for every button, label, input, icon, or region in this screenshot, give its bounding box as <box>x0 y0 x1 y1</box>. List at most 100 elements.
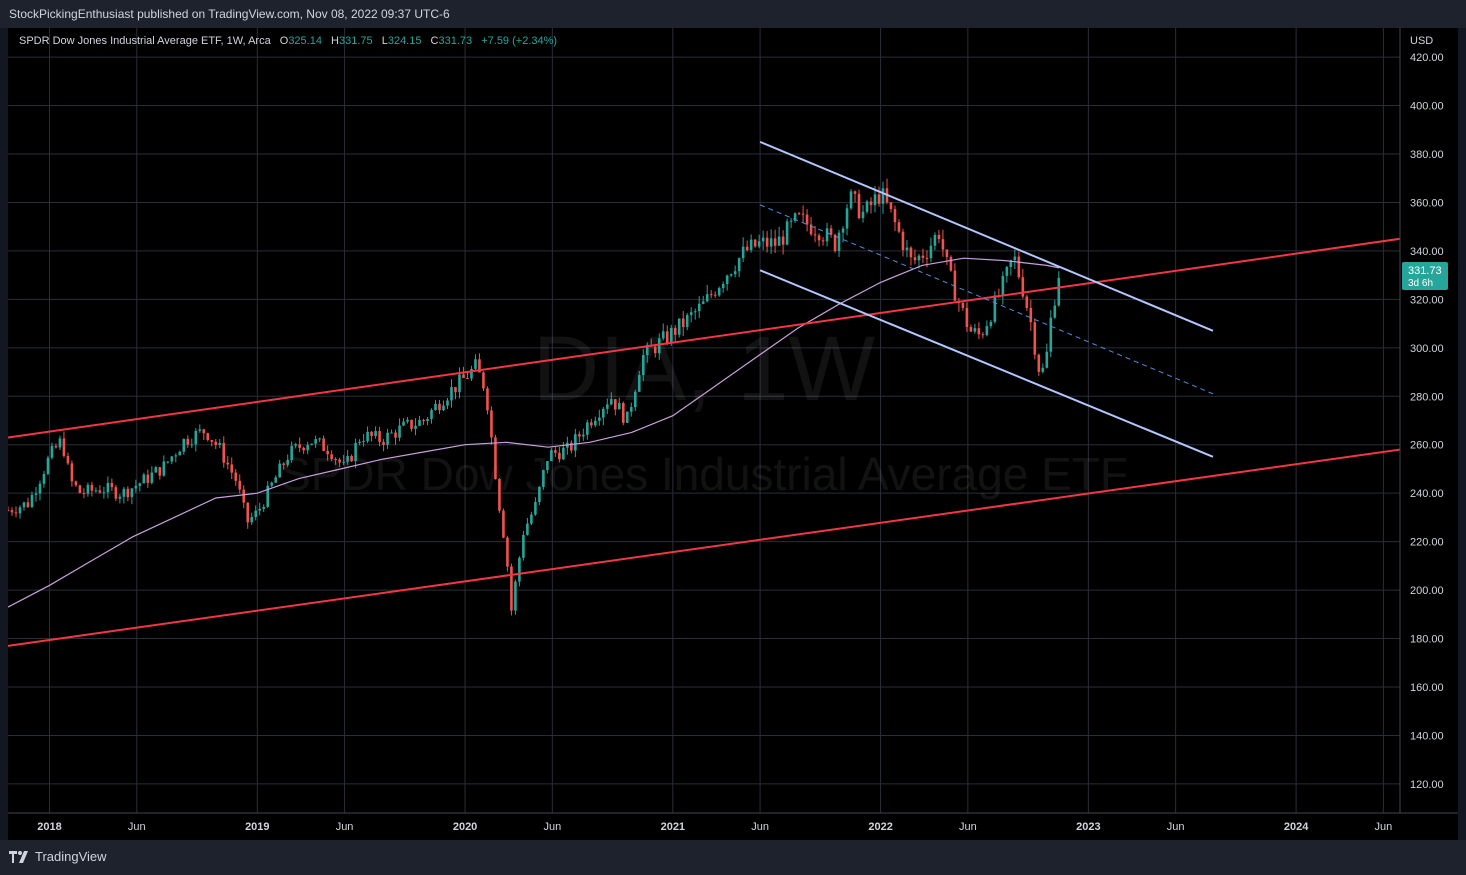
watermark-ticker: DIA, 1W <box>533 318 876 420</box>
candle-body <box>562 447 565 460</box>
candle-body <box>282 463 285 465</box>
candle-body <box>262 506 266 509</box>
candle-body <box>713 294 717 296</box>
candle-body <box>1029 307 1033 323</box>
ohlc-legend: SPDR Dow Jones Industrial Average ETF, 1… <box>19 35 557 47</box>
time-axis <box>8 813 1458 840</box>
channel-top-line <box>759 140 1214 332</box>
candle-body <box>661 331 665 339</box>
candle-body <box>933 234 937 246</box>
candle-body <box>162 461 166 476</box>
time-tick-label: 2022 <box>868 821 892 833</box>
candle-body <box>821 240 825 242</box>
price-tick-label: 240.00 <box>1410 488 1444 500</box>
candle-body <box>146 474 150 483</box>
time-tick-label: Jun <box>1167 821 1185 833</box>
candle-body <box>1013 256 1017 261</box>
candle-body <box>302 447 305 451</box>
candle-body <box>178 451 182 456</box>
candle-body <box>338 459 341 463</box>
candle-body <box>242 489 246 503</box>
candle-body <box>482 372 485 389</box>
candle-body <box>462 374 465 378</box>
last-price-badge <box>1402 261 1448 290</box>
price-chart[interactable]: DIA, 1W SPDR Dow Jones Industrial Average… <box>8 28 1458 840</box>
candle-body <box>574 434 577 451</box>
tradingview-logo-icon <box>9 850 28 863</box>
publisher-credit: StockPickingEnthusiast published on Trad… <box>0 0 1466 28</box>
candle-body <box>86 484 90 494</box>
candle-body <box>10 510 14 513</box>
chart-pane[interactable]: DIA, 1W SPDR Dow Jones Industrial Average… <box>8 28 1458 840</box>
candle-body <box>669 327 673 343</box>
time-tick-label: Jun <box>959 821 977 833</box>
legend-high-label: H <box>331 35 339 47</box>
candle-body <box>765 237 769 247</box>
candle-body <box>310 443 313 445</box>
candle-body <box>330 454 333 460</box>
candle-body <box>897 222 901 232</box>
candle-body <box>206 433 210 441</box>
candle-body <box>26 502 30 507</box>
candle-body <box>610 399 613 405</box>
candle-body <box>733 271 737 275</box>
candle-body <box>725 275 729 284</box>
candle-body <box>769 238 773 247</box>
candle-body <box>594 420 597 426</box>
candle-body <box>182 438 186 452</box>
candle-body <box>805 214 809 225</box>
time-tick-label: 2023 <box>1076 821 1100 833</box>
candle-body <box>426 418 429 422</box>
tradingview-brand[interactable]: TradingView <box>9 849 107 864</box>
candle-body <box>266 485 269 507</box>
time-tick-label: Jun <box>1375 821 1393 833</box>
candle-body <box>989 321 993 327</box>
candle-body <box>602 408 605 418</box>
candle-body <box>58 438 62 448</box>
candle-body <box>458 374 461 393</box>
candle-body <box>913 257 917 261</box>
candle-body <box>741 246 745 259</box>
candle-body <box>1017 256 1021 278</box>
candle-body <box>1041 367 1045 372</box>
candle-body <box>665 331 669 343</box>
price-tick-label: 340.00 <box>1410 246 1444 258</box>
candle-body <box>961 302 965 308</box>
legend-low-label: L <box>381 35 388 47</box>
candle-body <box>861 211 865 219</box>
candle-body <box>945 249 949 258</box>
candle-body <box>849 191 853 209</box>
candle-body <box>657 338 661 354</box>
candle-body <box>681 318 685 328</box>
candle-body <box>66 455 70 464</box>
candle-body <box>46 457 50 474</box>
candle-body <box>542 470 545 487</box>
candle-body <box>390 432 393 434</box>
candle-body <box>494 437 497 480</box>
candle-body <box>474 359 477 369</box>
candle-body <box>142 474 146 484</box>
candle-body <box>1009 260 1013 268</box>
candle-body <box>150 472 154 483</box>
candles <box>8 178 1061 616</box>
candle-body <box>941 239 945 250</box>
candle-body <box>298 444 301 448</box>
footer-bar: TradingView <box>0 840 1466 875</box>
candle-body <box>949 257 953 271</box>
candle-body <box>685 314 689 328</box>
candle-body <box>905 247 909 250</box>
candle-body <box>641 355 645 376</box>
candle-body <box>322 438 325 451</box>
candle-body <box>366 431 369 442</box>
candle-body <box>290 445 293 461</box>
candle-body <box>873 194 877 206</box>
candle-body <box>901 231 905 250</box>
candle-body <box>486 388 489 411</box>
candle-body <box>841 228 845 233</box>
last-price-value: 331.73 <box>1408 265 1442 277</box>
candle-body <box>590 422 593 426</box>
price-tick-label: 320.00 <box>1410 294 1444 306</box>
candle-body <box>737 258 741 272</box>
price-tick-label: 220.00 <box>1410 537 1444 549</box>
candle-body <box>106 482 110 493</box>
